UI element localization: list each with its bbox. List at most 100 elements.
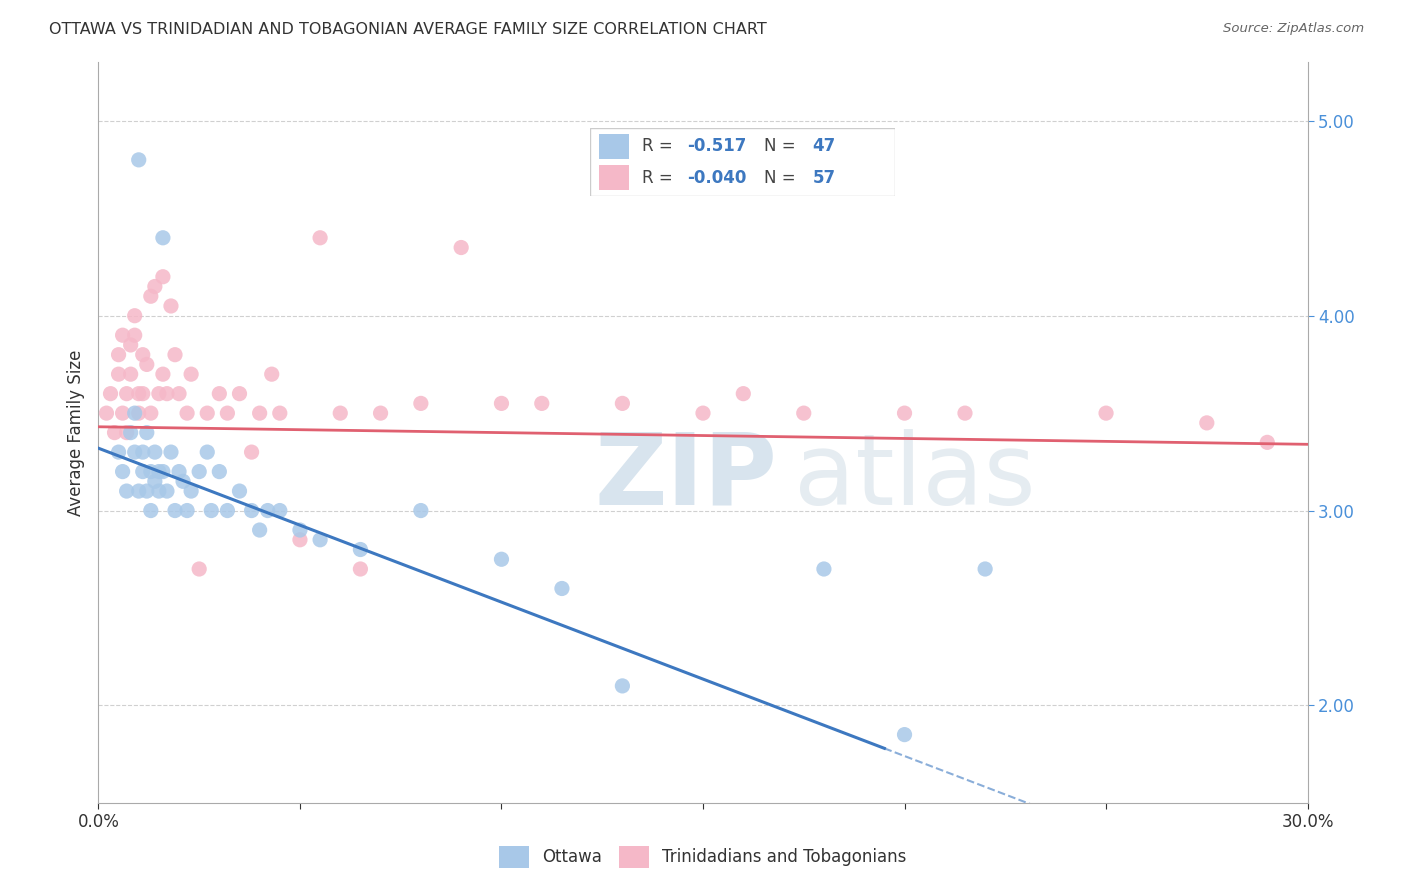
Point [288,523,311,537]
Point [152,231,174,245]
Point [135,484,157,499]
Point [115,425,138,440]
Point [107,445,129,459]
Text: 57: 57 [813,169,835,186]
Point [148,484,170,499]
Point [139,503,162,517]
Point [156,484,179,499]
Point [172,475,194,489]
Point [893,728,915,742]
FancyBboxPatch shape [599,134,630,159]
Point [612,396,634,410]
Point [107,367,129,381]
Point [1195,416,1218,430]
Point [974,562,997,576]
Point [612,679,634,693]
Point [692,406,714,420]
Point [143,279,166,293]
Point [120,367,142,381]
Point [120,338,142,352]
Point [111,406,134,420]
Point [176,406,198,420]
Text: R =: R = [641,169,678,186]
Point [195,406,218,420]
Point [180,484,202,499]
Point [269,503,291,517]
Point [139,289,162,303]
Point [143,475,166,489]
Point [217,503,239,517]
Point [530,396,553,410]
Point [163,348,186,362]
Point [180,367,202,381]
Point [111,465,134,479]
Text: atlas: atlas [793,428,1035,525]
Point [132,386,155,401]
Point [103,425,125,440]
Point [163,503,186,517]
Point [167,386,190,401]
Point [309,533,332,547]
Point [370,406,392,420]
Point [208,465,231,479]
Point [128,484,150,499]
Point [167,465,190,479]
Text: N =: N = [763,169,800,186]
Point [128,406,150,420]
Point [135,425,157,440]
Point [228,386,250,401]
Point [200,503,222,517]
Point [491,552,513,566]
Point [217,406,239,420]
Point [124,445,146,459]
Text: ZIP: ZIP [595,428,778,525]
Point [148,386,170,401]
Point [139,465,162,479]
Point [96,406,118,420]
Point [329,406,352,420]
Point [152,367,174,381]
Point [256,503,278,517]
Point [349,542,371,557]
Point [111,328,134,343]
Point [128,153,150,167]
Y-axis label: Average Family Size: Average Family Size [66,350,84,516]
Point [115,484,138,499]
Point [132,348,155,362]
Point [240,445,263,459]
Point [160,445,183,459]
Text: 47: 47 [813,137,835,155]
Point [188,562,211,576]
Point [269,406,291,420]
Point [115,386,138,401]
FancyBboxPatch shape [599,165,630,190]
Point [953,406,976,420]
Point [240,503,263,517]
Point [249,523,271,537]
Point [100,386,122,401]
Point [132,445,155,459]
Point [176,503,198,517]
Point [260,367,283,381]
Point [1095,406,1118,420]
Point [813,562,835,576]
Point [893,406,915,420]
Point [551,582,574,596]
Text: -0.517: -0.517 [688,137,747,155]
Point [124,328,146,343]
Point [107,348,129,362]
Point [309,231,332,245]
Text: Source: ZipAtlas.com: Source: ZipAtlas.com [1223,22,1364,36]
Point [208,386,231,401]
Point [195,445,218,459]
Point [450,240,472,255]
Point [135,358,157,372]
Text: R =: R = [641,137,678,155]
Point [160,299,183,313]
Point [733,386,755,401]
Legend: Ottawa, Trinidadians and Tobagonians: Ottawa, Trinidadians and Tobagonians [491,838,915,876]
Point [249,406,271,420]
FancyBboxPatch shape [591,128,896,196]
Point [124,406,146,420]
Point [152,465,174,479]
